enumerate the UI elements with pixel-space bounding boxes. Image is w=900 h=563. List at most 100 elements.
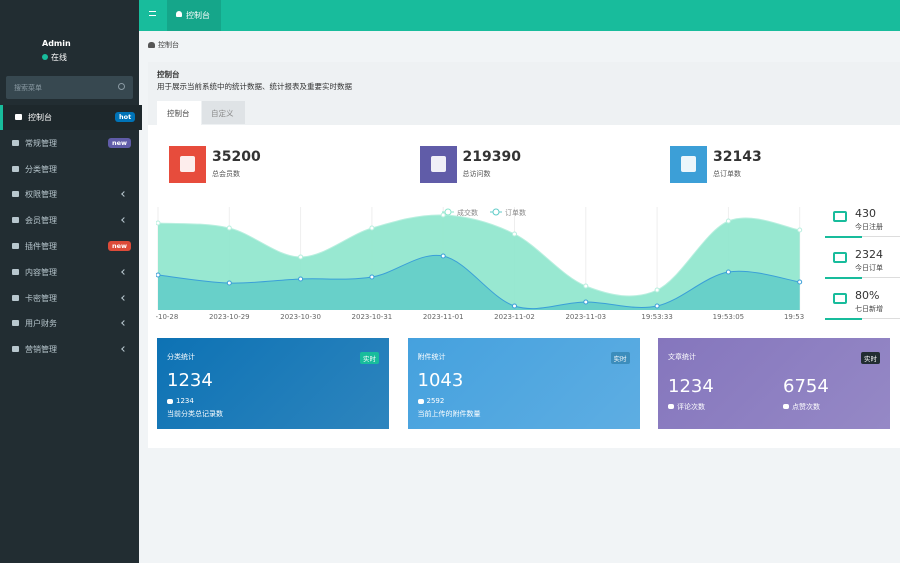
search-box[interactable]: 搜索菜单 (6, 76, 133, 99)
side-stat-label: 今日注册 (855, 223, 883, 231)
card-tag: 实时 (360, 352, 379, 364)
card-metric-value: 6754 (783, 376, 829, 397)
stat-card: 分类统计 实时 1234 1234 当前分类总记录数 (157, 338, 389, 429)
tab-label: 控制台 (167, 109, 190, 118)
x-tick-label: 2023-10-28 (148, 313, 178, 321)
stat-icon (419, 146, 457, 183)
menu-item[interactable]: 营销管理 (0, 337, 139, 362)
search-icon (118, 83, 125, 90)
menu-icon (12, 294, 19, 301)
legend-marker[interactable] (444, 208, 452, 216)
card-metric-label: 点赞次数 (792, 403, 820, 411)
x-tick-label: 19:53:33 (784, 313, 815, 321)
panel-title: 控制台 (157, 70, 180, 79)
side-stat-value: 2324 (855, 248, 883, 261)
side-stat-divider (825, 277, 900, 278)
line (157, 254, 800, 310)
card-note: 当前上传的附件数量 (417, 410, 481, 418)
x-tick-label: 2023-11-03 (565, 313, 606, 321)
stat-glyph (430, 156, 446, 172)
card-tag: 实时 (610, 352, 630, 364)
point (156, 220, 161, 226)
point (725, 269, 731, 275)
menu-item[interactable]: 控制台 hot (0, 105, 142, 130)
tab[interactable]: 自定义 (202, 101, 245, 124)
menu-item[interactable]: 内容管理 (0, 260, 139, 285)
stat-glyph (180, 156, 195, 172)
card-metric-icon (783, 404, 789, 409)
tab-active[interactable]: 控制台 (157, 101, 201, 125)
sidebar: Admin 在线 搜索菜单 控制台 hot 常规管理 new 分类管理 权限管理 会员管理插… (0, 0, 142, 563)
menu-icon (12, 165, 19, 172)
point (226, 280, 232, 286)
menu-badge: hot (115, 112, 136, 122)
menu-icon (12, 320, 19, 327)
point (440, 253, 446, 259)
side-stat-label: 七日新增 (855, 305, 883, 313)
card-tag: 实时 (861, 352, 880, 364)
point (298, 276, 304, 282)
x-tick-label: 2023-10-29 (209, 313, 250, 321)
panel-description: 用于展示当前系统中的统计数据、统计报表及重要实时数据 (157, 82, 352, 91)
menu-arrow (121, 191, 127, 198)
legend-label[interactable]: 成交数 (457, 208, 478, 217)
card-sub-value: 1234 (176, 397, 194, 405)
tab-icon (176, 11, 182, 17)
nav-tab[interactable]: 控制台 (167, 0, 221, 31)
menu-item[interactable]: 插件管理 new (0, 234, 139, 259)
chart: 2023-10-28 2023-10-29 2023-10-30 2023-10-31… (148, 207, 815, 321)
menu-item[interactable]: 卡密管理 (0, 286, 139, 311)
menu-icon (12, 139, 19, 146)
side-stat-bar (825, 236, 862, 238)
line (157, 214, 800, 297)
point (298, 254, 304, 260)
side-stat-icon (833, 252, 847, 263)
point (512, 231, 517, 237)
stat-card: 附件统计 实时 1043 2592 当前上传的附件数量 (407, 338, 640, 429)
side-stat-divider (825, 318, 900, 319)
card-metric-label: 评论次数 (677, 403, 705, 411)
menu-item[interactable]: 会员管理 (0, 208, 139, 233)
card-title: 附件统计 (417, 353, 446, 361)
menu-item[interactable]: 权限管理 (0, 182, 139, 207)
menu-label: 权限管理 (25, 190, 57, 200)
menu-icon (15, 114, 22, 120)
side-stat-bar (825, 277, 862, 279)
breadcrumb-icon (148, 42, 155, 48)
menu-icon (12, 346, 19, 353)
side-stat-bar (825, 318, 862, 320)
menu-arrow (121, 320, 127, 327)
card-title: 文章统计 (668, 353, 696, 361)
menu-label: 分类管理 (25, 164, 57, 174)
x-tick-label: 19:53:05 (713, 313, 744, 321)
side-stat-value: 80% (855, 289, 880, 302)
legend-marker[interactable] (492, 208, 500, 216)
menu-item[interactable]: 用户财务 (0, 311, 139, 336)
point (369, 225, 375, 231)
card-note: 当前分类总记录数 (167, 410, 223, 418)
status-dot (42, 54, 48, 60)
menu-toggle[interactable] (149, 11, 156, 16)
point (583, 299, 589, 305)
menu-badge: new (108, 137, 132, 148)
point (369, 274, 375, 280)
stat-glyph (681, 156, 696, 172)
menu-label: 卡密管理 (25, 293, 57, 303)
x-tick-label: 2023-10-30 (280, 313, 321, 321)
side-stat-label: 今日订单 (855, 264, 883, 272)
legend-label[interactable]: 订单数 (505, 208, 526, 217)
menu-item[interactable]: 常规管理 new (0, 131, 139, 156)
menu-icon (12, 268, 19, 275)
menu-badge: new (108, 241, 132, 251)
topbar: 控制台 (139, 0, 900, 31)
stat-card: 文章统计 实时 1234 评论次数 6754 点赞次数 (658, 338, 890, 429)
menu-label: 常规管理 (25, 138, 57, 148)
tab-label: 自定义 (211, 109, 234, 118)
stat-label: 总访问数 (462, 170, 491, 178)
card-sub-icon (417, 399, 424, 404)
tab-label: 控制台 (186, 11, 210, 20)
stat-value: 32143 (713, 149, 762, 165)
card-value: 1043 (417, 370, 464, 391)
menu-item[interactable]: 分类管理 (0, 157, 139, 182)
